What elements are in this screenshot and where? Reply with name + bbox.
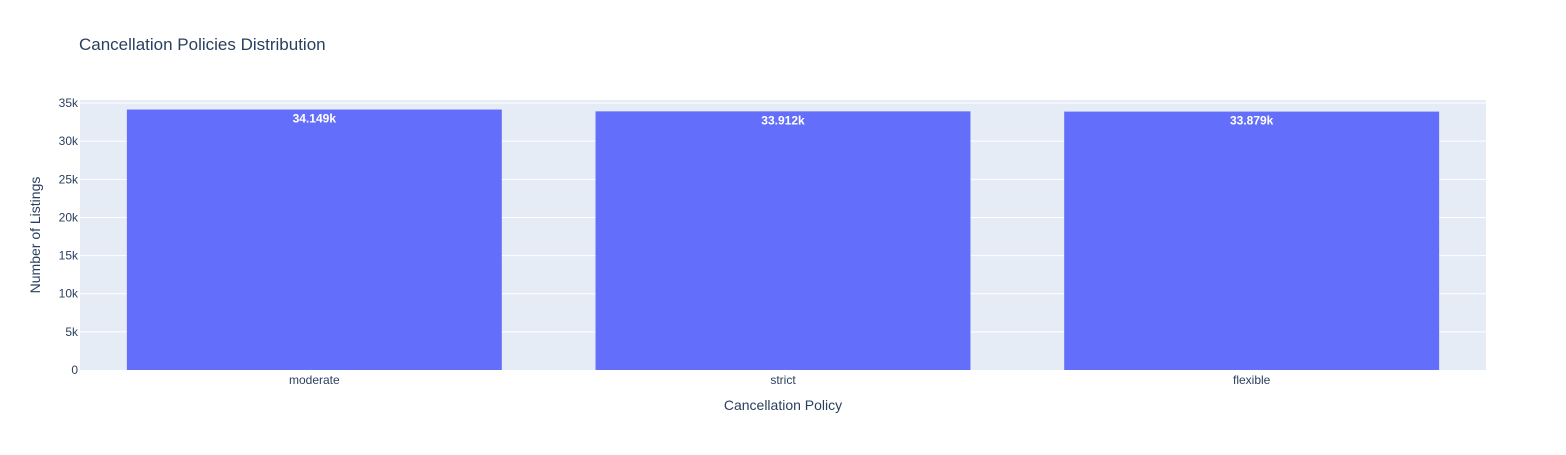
bar-flexible[interactable] — [1064, 111, 1440, 371]
y-tick-label: 15k — [59, 249, 79, 263]
y-axis-ticks: 0 5k 10k 15k 20k 25k 30k 35k — [59, 96, 79, 377]
bar-value-label: 33.879k — [1230, 114, 1274, 128]
y-tick-label: 25k — [59, 172, 79, 186]
x-tick-label: moderate — [289, 373, 340, 387]
bars: 34.149k 33.912k 33.879k — [126, 109, 1440, 371]
x-tick-label: flexible — [1233, 373, 1271, 387]
y-tick-label: 35k — [59, 96, 79, 110]
y-axis-title: Number of Listings — [27, 177, 43, 294]
bar-moderate[interactable] — [126, 109, 502, 370]
x-axis-ticks: moderate strict flexible — [289, 373, 1271, 387]
y-tick-label: 5k — [65, 325, 79, 339]
bar-strict[interactable] — [595, 111, 971, 370]
y-tick-label: 10k — [59, 287, 79, 301]
y-tick-label: 20k — [59, 210, 79, 224]
chart-title: Cancellation Policies Distribution — [79, 35, 326, 54]
bar-value-label: 33.912k — [761, 113, 805, 127]
x-axis-title: Cancellation Policy — [724, 397, 842, 413]
x-tick-label: strict — [770, 373, 796, 387]
y-tick-label: 0 — [71, 363, 78, 377]
y-tick-label: 30k — [59, 134, 79, 148]
bar-value-label: 34.149k — [293, 112, 337, 126]
